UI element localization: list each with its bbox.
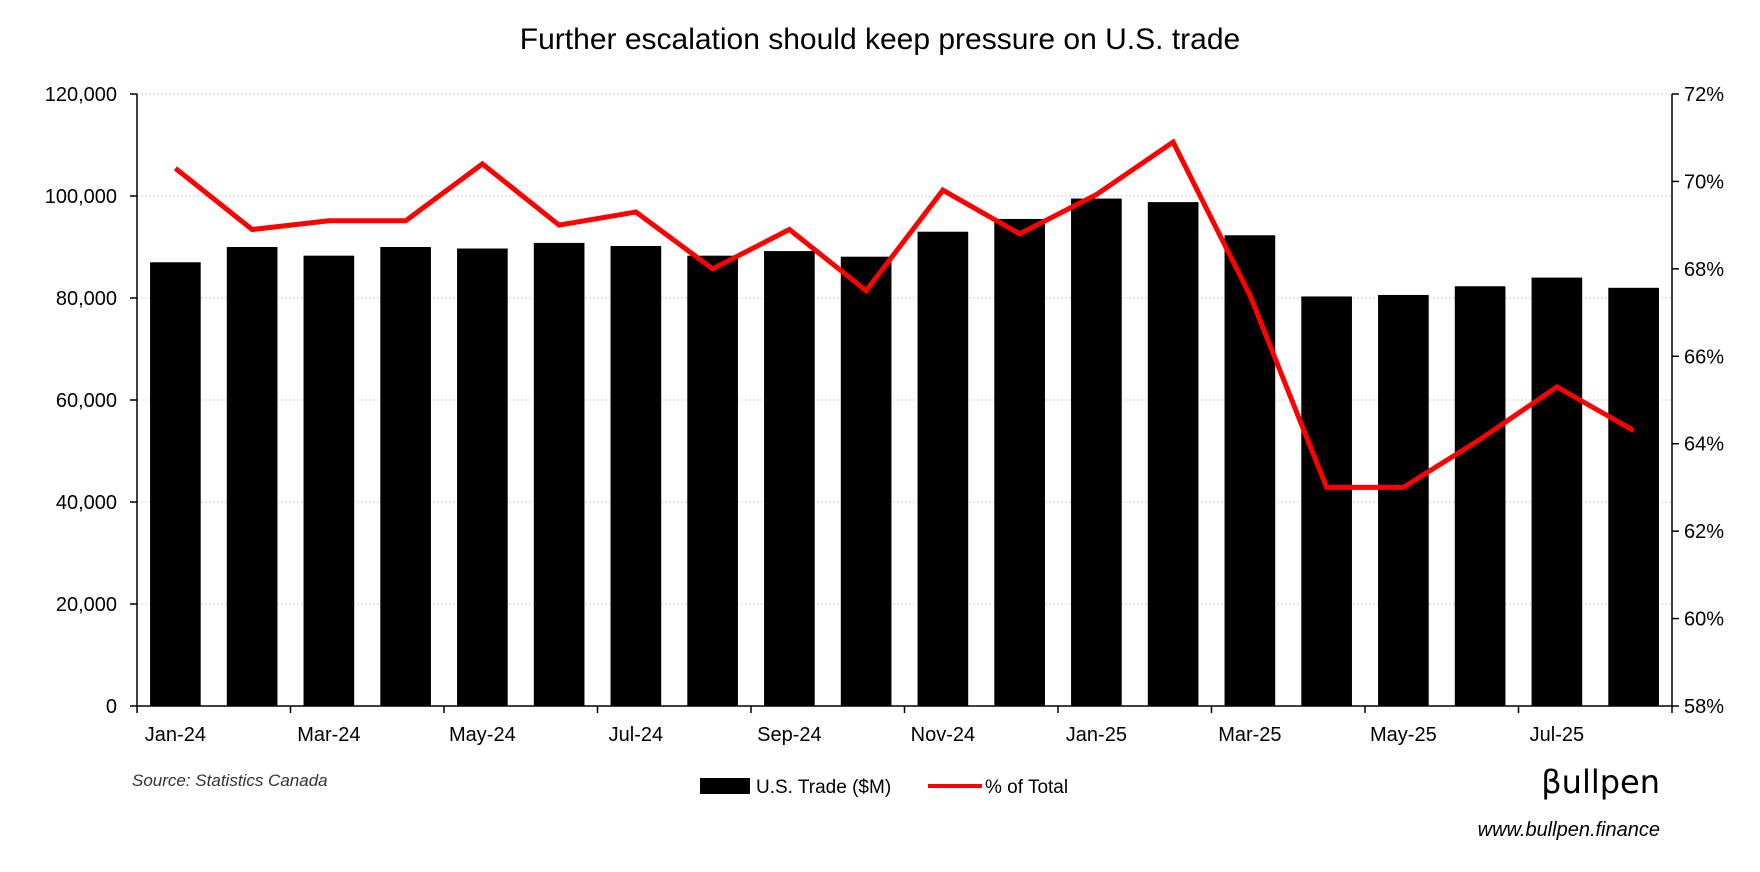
chart-title: Further escalation should keep pressure … [520,23,1240,56]
right-tick-label: 72% [1684,84,1724,106]
right-tick-label: 58% [1684,696,1724,718]
x-tick-label: Jul-25 [1530,724,1584,746]
right-tick-label: 68% [1684,259,1724,281]
brand-logo: βullpen [1541,763,1660,801]
bar [994,218,1045,706]
left-tick-label: 20,000 [56,594,117,616]
right-tick-label: 66% [1684,346,1724,368]
website-url: www.bullpen.finance [1478,819,1660,841]
right-tick-label: 64% [1684,434,1724,456]
bar [380,247,431,706]
x-tick-label: May-24 [449,724,516,746]
x-tick-label: Nov-24 [911,724,975,746]
bar-series [150,198,1659,707]
right-tick-label: 60% [1684,609,1724,631]
right-tick-label: 62% [1684,521,1724,543]
bar [1224,235,1276,706]
bar [150,262,201,706]
x-tick-label: Mar-24 [297,724,360,746]
x-tick-label: Jan-25 [1066,724,1127,746]
bar [1071,198,1122,707]
bar [303,255,355,707]
left-tick-label: 0 [106,696,117,718]
bar [687,255,738,707]
legend: U.S. Trade ($M) % of Total [700,777,1068,798]
right-y-axis-ticks: 58% 60% 62% 64% 66% 68% 70% 72% [1672,84,1724,718]
x-tick-label: Mar-25 [1218,724,1281,746]
bar [457,248,508,706]
bar [1147,202,1199,706]
bar [610,245,662,707]
source-note: Source: Statistics Canada [132,771,328,790]
x-tick-label: Jan-24 [145,724,206,746]
bar [917,231,969,706]
x-axis-ticks: Jan-24 Mar-24 May-24 Jul-24 Sep-24 Nov-24 Jan-… [136,706,1673,746]
left-tick-label: 100,000 [45,186,117,208]
x-tick-label: Jul-24 [609,724,663,746]
bar [1531,277,1583,706]
x-tick-label: Sep-24 [757,724,822,746]
left-tick-label: 40,000 [56,492,117,514]
right-tick-label: 70% [1684,171,1724,193]
bar [533,242,585,707]
bar [226,247,278,706]
bar [1301,296,1352,706]
left-tick-label: 60,000 [56,390,117,412]
bar [840,256,892,706]
x-tick-label: May-25 [1370,724,1437,746]
bar [1454,286,1506,706]
bar [764,251,815,706]
line-path [173,138,1635,490]
left-tick-label: 80,000 [56,288,117,310]
legend-bar-label: U.S. Trade ($M) [756,777,891,798]
legend-line-label: % of Total [985,777,1068,798]
legend-bar-swatch [700,778,750,794]
bar [1378,294,1429,706]
left-tick-label: 120,000 [45,84,117,106]
left-y-axis-ticks: 0 20,000 40,000 60,000 80,000 100,000 120,000 [45,84,137,718]
gridlines [137,93,1672,605]
line-series [173,138,1635,490]
bar [1608,287,1659,706]
